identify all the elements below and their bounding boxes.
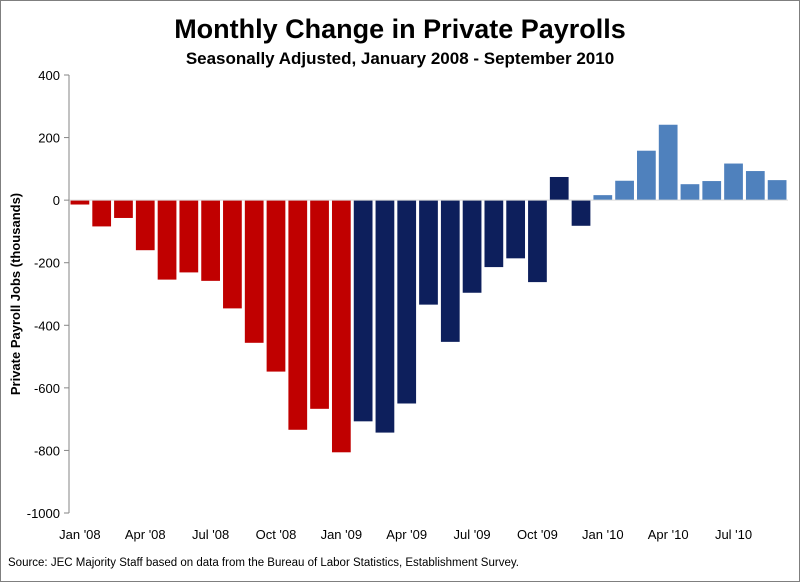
- x-tick-label: Oct '08: [256, 527, 297, 542]
- bar-jun-08: [179, 200, 199, 273]
- bar-oct-09: [528, 200, 547, 283]
- y-tick-label: -800: [34, 443, 60, 458]
- x-tick-label: Apr '10: [648, 527, 689, 542]
- y-tick-label: -1000: [27, 506, 60, 521]
- bar-mar-10: [637, 150, 656, 201]
- y-axis-label: Private Payroll Jobs (thousands): [8, 193, 23, 395]
- x-tick-label: Jan '09: [321, 527, 363, 542]
- bar-jul-09: [462, 200, 482, 293]
- bar-sep-09: [506, 200, 526, 259]
- chart-title: Monthly Change in Private Payrolls: [174, 14, 626, 44]
- x-tick-label: Oct '09: [517, 527, 558, 542]
- bar-jun-10: [702, 181, 722, 201]
- bar-jan-08: [70, 200, 90, 205]
- bar-jan-10: [593, 195, 613, 201]
- bar-nov-09: [549, 176, 569, 201]
- bar-apr-09: [397, 200, 417, 404]
- bar-dec-08: [310, 200, 329, 409]
- y-tick-label: 400: [38, 68, 60, 83]
- x-tick-label: Jul '10: [715, 527, 752, 542]
- bar-feb-09: [353, 200, 373, 422]
- bar-dec-09: [571, 200, 591, 226]
- bar-may-09: [419, 200, 438, 305]
- bar-jul-10: [724, 163, 743, 201]
- x-tick-label: Jan '08: [59, 527, 101, 542]
- y-tick-label: 200: [38, 131, 60, 146]
- bar-apr-10: [658, 124, 678, 201]
- bar-mar-09: [375, 200, 395, 433]
- bar-oct-08: [266, 200, 286, 372]
- y-axis-ticks: 400 200 0 -200 -400 -600 -800 -1000: [27, 68, 69, 521]
- bar-aug-08: [223, 200, 242, 309]
- bar-may-10: [680, 184, 700, 201]
- x-tick-label: Jul '08: [192, 527, 229, 542]
- bar-apr-08: [135, 200, 155, 251]
- bar-may-08: [157, 200, 177, 280]
- y-tick-label: -200: [34, 256, 60, 271]
- bars-group: [70, 124, 787, 453]
- bar-sep-10: [767, 180, 787, 201]
- source-note: Source: JEC Majority Staff based on data…: [8, 557, 519, 569]
- bar-nov-08: [288, 200, 308, 430]
- y-tick-label: 0: [53, 193, 60, 208]
- bar-aug-09: [484, 200, 504, 268]
- x-tick-label: Jan '10: [582, 527, 624, 542]
- x-tick-label: Jul '09: [453, 527, 490, 542]
- x-tick-label: Apr '08: [125, 527, 166, 542]
- bar-feb-08: [92, 200, 112, 227]
- bar-jun-09: [440, 200, 460, 342]
- bar-jul-08: [201, 200, 220, 281]
- y-tick-label: -400: [34, 318, 60, 333]
- bar-aug-10: [745, 171, 765, 201]
- x-axis-ticks: Jan '08 Apr '08 Jul '08 Oct '08 Jan '09 Apr '…: [59, 527, 752, 542]
- bar-feb-10: [615, 180, 634, 201]
- bar-jan-09: [331, 200, 351, 453]
- chart-subtitle: Seasonally Adjusted, January 2008 - Sept…: [185, 49, 615, 68]
- x-tick-label: Apr '09: [386, 527, 427, 542]
- bar-mar-08: [114, 200, 133, 218]
- y-tick-label: -600: [34, 381, 60, 396]
- bar-sep-08: [244, 200, 264, 343]
